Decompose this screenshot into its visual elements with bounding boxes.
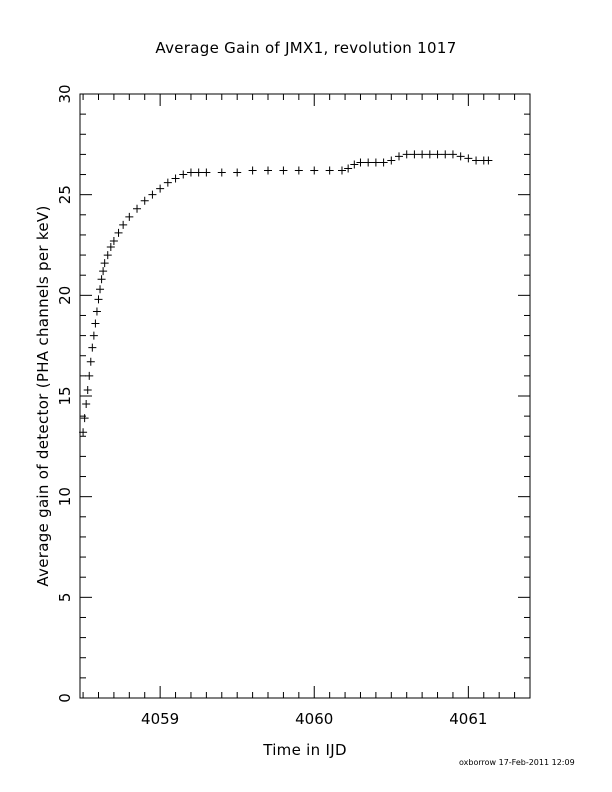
chart-title: Average Gain of JMX1, revolution 1017	[155, 39, 456, 57]
data-point	[395, 152, 404, 161]
data-point	[371, 158, 380, 167]
x-axis-label: Time in IJD	[262, 741, 347, 759]
data-point	[441, 150, 450, 159]
x-tick-label: 4060	[295, 710, 333, 728]
y-tick-label: 10	[56, 487, 74, 506]
data-point	[425, 150, 434, 159]
data-point	[86, 357, 95, 366]
data-points	[79, 150, 493, 437]
data-point	[179, 170, 188, 179]
data-point	[94, 295, 103, 304]
y-tick-label: 0	[56, 693, 74, 703]
data-point	[140, 196, 149, 205]
data-point	[156, 184, 165, 193]
data-point	[279, 166, 288, 175]
data-point	[310, 166, 319, 175]
data-point	[109, 236, 118, 245]
y-tick-label: 15	[56, 386, 74, 405]
data-point	[325, 166, 334, 175]
data-point	[364, 158, 373, 167]
data-point	[80, 414, 89, 423]
data-point	[148, 190, 157, 199]
y-tick-label: 25	[56, 185, 74, 204]
data-point	[194, 168, 203, 177]
data-point	[92, 307, 101, 316]
data-point	[89, 331, 98, 340]
y-tick-label: 20	[56, 286, 74, 305]
data-point	[484, 156, 493, 165]
data-point	[85, 371, 94, 380]
data-point	[96, 285, 105, 294]
data-point	[464, 154, 473, 163]
data-point	[106, 243, 115, 252]
data-point	[88, 343, 97, 352]
data-point	[97, 275, 106, 284]
data-point	[264, 166, 273, 175]
data-point	[125, 212, 134, 221]
data-point	[472, 156, 481, 165]
data-point	[171, 174, 180, 183]
data-point	[337, 166, 346, 175]
data-point	[248, 166, 257, 175]
data-point	[356, 158, 365, 167]
data-point	[186, 168, 195, 177]
data-point	[410, 150, 419, 159]
y-tick-label: 5	[56, 593, 74, 603]
data-point	[456, 152, 465, 161]
data-point	[402, 150, 411, 159]
data-point	[83, 385, 92, 394]
data-point	[233, 168, 242, 177]
x-tick-label: 4061	[449, 710, 487, 728]
data-point	[99, 267, 108, 276]
data-point	[119, 220, 128, 229]
data-point	[100, 259, 109, 268]
data-point	[163, 178, 172, 187]
data-point	[82, 400, 91, 409]
data-point	[133, 204, 142, 213]
data-point	[114, 228, 123, 237]
data-point	[294, 166, 303, 175]
data-point	[448, 150, 457, 159]
footer-timestamp: oxborrow 17-Feb-2011 12:09	[459, 758, 575, 767]
axis-ticks	[80, 93, 531, 699]
data-point	[387, 156, 396, 165]
data-point	[217, 168, 226, 177]
data-point	[379, 158, 388, 167]
y-tick-label: 30	[56, 84, 74, 103]
y-axis-label: Average gain of detector (PHA channels p…	[34, 205, 52, 586]
data-point	[91, 319, 100, 328]
data-point	[433, 150, 442, 159]
data-point	[350, 160, 359, 169]
data-point	[103, 251, 112, 260]
x-tick-label: 4059	[141, 710, 179, 728]
tick-labels: 0 5 10 15 20 25 30 4059 4060 4061	[56, 84, 487, 728]
data-point	[344, 164, 353, 173]
data-point	[79, 428, 88, 437]
plot-frame	[79, 93, 531, 699]
data-point	[418, 150, 427, 159]
data-point	[202, 168, 211, 177]
